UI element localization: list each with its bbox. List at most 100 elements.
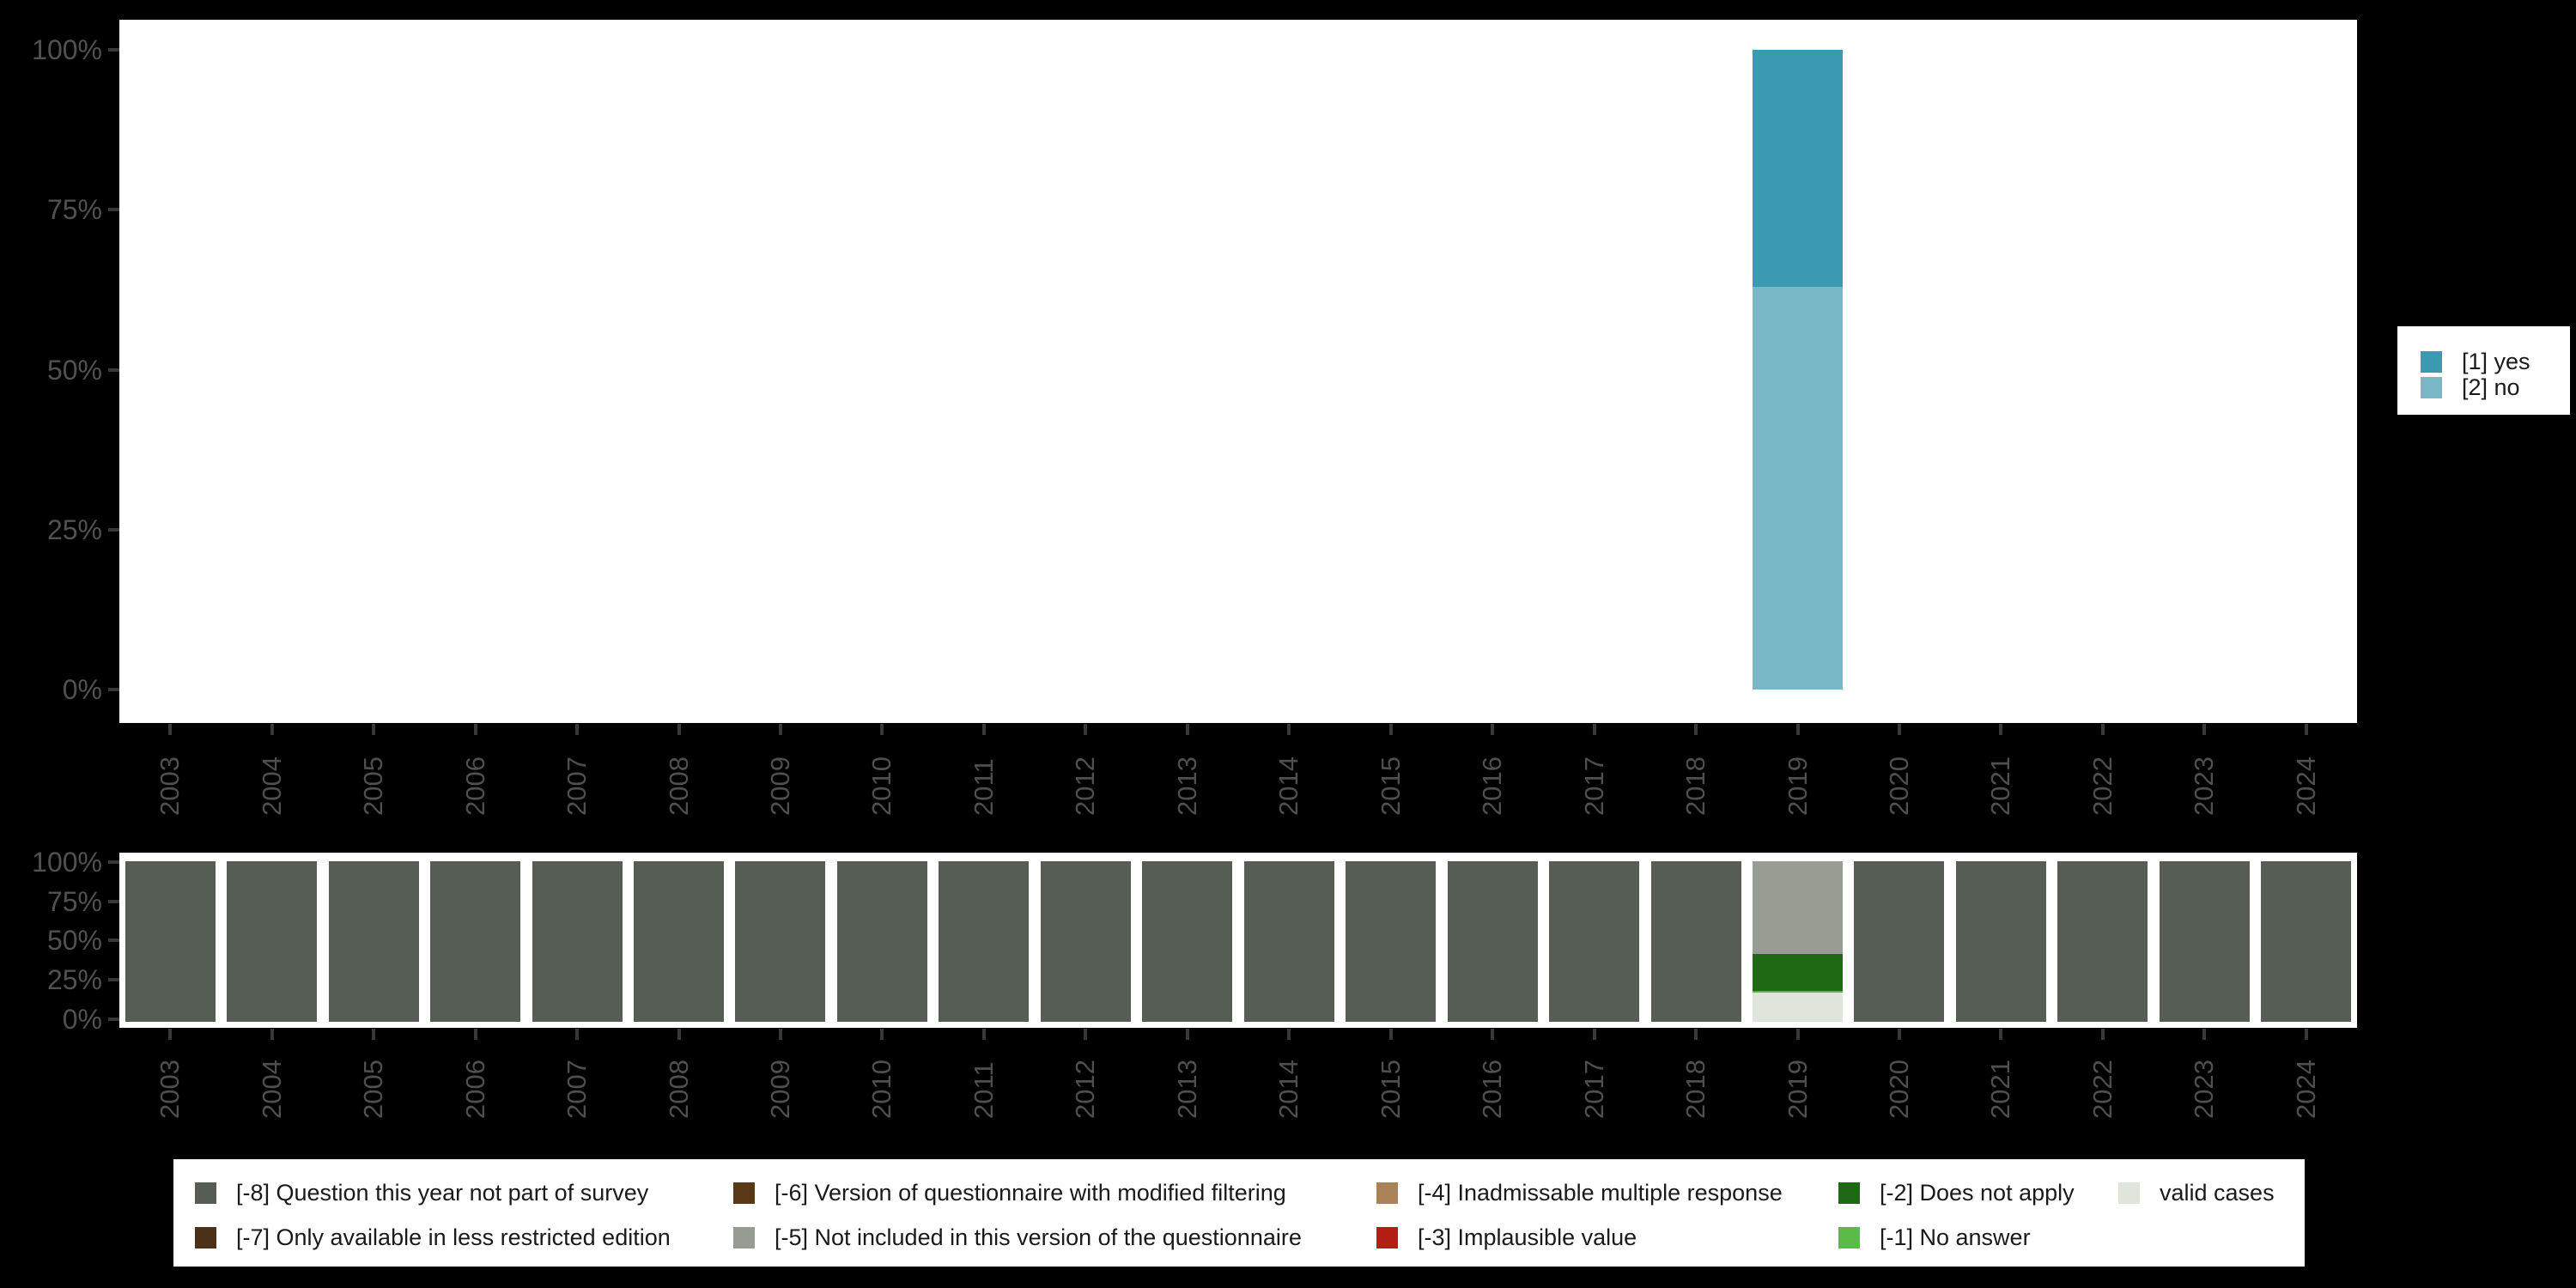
legend-label: [-4] Inadmissable multiple response <box>1418 1180 1783 1206</box>
x-axis-year-label: 2020 <box>1883 756 1914 816</box>
legend-label: [-2] Does not apply <box>1880 1180 2075 1206</box>
legend-item: [-2] Does not apply <box>1838 1181 2075 1206</box>
x-axis-tick <box>1287 724 1291 735</box>
x-axis-year-label: 2020 <box>1883 1060 1914 1119</box>
legend-swatch <box>1838 1227 1860 1249</box>
x-axis-year-label: 2009 <box>764 1060 795 1119</box>
legend-label: [-3] Implausible value <box>1418 1224 1637 1250</box>
x-axis-year-label: 2013 <box>1171 1060 1202 1119</box>
x-axis-tick <box>1185 724 1189 735</box>
x-axis-year-label: 2013 <box>1171 756 1202 816</box>
x-axis-year-label: 2016 <box>1477 756 1508 816</box>
y-axis-tick-label: 0% <box>62 1004 102 1035</box>
legend-item: [-5] Not included in this version of the… <box>733 1225 1302 1250</box>
x-axis-year-label: 2012 <box>1070 1060 1101 1119</box>
bar-segment <box>430 861 521 1022</box>
legend-item: [-7] Only available in less restricted e… <box>195 1225 671 1250</box>
x-axis-year-label: 2003 <box>155 1060 185 1119</box>
y-axis-tick <box>108 860 119 864</box>
legend-label: [-6] Version of questionnaire with modif… <box>775 1180 1286 1206</box>
x-axis-year-label: 2021 <box>1985 756 2016 816</box>
y-axis-tick-label: 100% <box>32 847 102 878</box>
x-axis-tick <box>1491 1029 1495 1040</box>
legend-swatch <box>195 1182 216 1204</box>
x-axis-tick <box>1084 724 1088 735</box>
bar-segment <box>1753 954 1843 991</box>
distribution-legend: [1] yes [2] no <box>2397 326 2570 415</box>
legend-swatch <box>2421 351 2442 373</box>
x-axis-tick <box>1897 1029 1901 1040</box>
x-axis-tick <box>677 724 681 735</box>
x-axis-year-label: 2003 <box>155 756 185 816</box>
x-axis-tick <box>880 1029 884 1040</box>
bar-segment <box>1753 50 1843 287</box>
x-axis-year-label: 2005 <box>358 1060 389 1119</box>
x-axis-tick <box>1999 724 2003 735</box>
bar-segment <box>1955 861 2046 1022</box>
legend-item: [-1] No answer <box>1838 1225 2031 1250</box>
x-axis-tick <box>575 724 580 735</box>
x-axis-year-label: 2024 <box>2290 756 2321 816</box>
x-axis-year-label: 2014 <box>1273 1060 1304 1119</box>
x-axis-year-label: 2011 <box>968 758 999 816</box>
legend-item: [2] no <box>2421 375 2520 400</box>
bar-segment <box>735 861 826 1022</box>
x-axis-year-label: 2010 <box>866 1060 897 1119</box>
x-axis-year-label: 2007 <box>562 756 592 816</box>
x-axis-year-label: 2023 <box>2189 756 2220 816</box>
y-axis-tick <box>108 1018 119 1021</box>
legend-label: valid cases <box>2160 1180 2275 1206</box>
x-axis-year-label: 2008 <box>663 1060 694 1119</box>
x-axis-year-label: 2021 <box>1985 1060 2016 1119</box>
x-axis-tick <box>778 1029 782 1040</box>
x-axis-year-label: 2024 <box>2290 1060 2321 1119</box>
bar-segment <box>634 861 724 1022</box>
bar-segment <box>532 861 623 1022</box>
y-axis-tick <box>108 528 119 532</box>
x-axis-year-label: 2006 <box>459 1060 490 1119</box>
x-axis-year-label: 2010 <box>866 756 897 816</box>
x-axis-year-label: 2006 <box>459 756 490 816</box>
legend-label: [-5] Not included in this version of the… <box>775 1224 1302 1250</box>
bar-segment <box>227 861 318 1022</box>
legend-item: [1] yes <box>2421 349 2530 374</box>
x-axis-tick <box>575 1029 580 1040</box>
x-axis-tick <box>372 1029 376 1040</box>
legend-item: [-8] Question this year not part of surv… <box>195 1181 648 1206</box>
x-axis-year-label: 2007 <box>562 1060 592 1119</box>
y-axis-tick-label: 100% <box>32 34 102 65</box>
x-axis-tick <box>1795 724 1800 735</box>
x-axis-year-label: 2015 <box>1375 1060 1406 1119</box>
x-axis-year-label: 2004 <box>256 756 287 816</box>
y-axis-tick-label: 0% <box>62 674 102 705</box>
x-axis-tick <box>372 724 376 735</box>
x-axis-year-label: 2019 <box>1782 756 1813 816</box>
y-axis-tick-label: 50% <box>46 355 102 386</box>
x-axis-tick <box>1694 1029 1698 1040</box>
legend-swatch <box>2421 377 2442 398</box>
bar-segment <box>836 861 927 1022</box>
x-axis-tick <box>2100 724 2105 735</box>
legend-swatch <box>2118 1182 2140 1204</box>
bar-segment <box>1447 861 1538 1022</box>
x-axis-tick <box>1592 1029 1596 1040</box>
x-axis-tick <box>473 724 477 735</box>
legend-swatch <box>733 1227 755 1249</box>
legend-swatch <box>1838 1182 1860 1204</box>
x-axis-year-label: 2022 <box>2087 1060 2117 1119</box>
x-axis-year-label: 2012 <box>1070 756 1101 816</box>
x-axis-year-label: 2022 <box>2087 756 2117 816</box>
x-axis-year-label: 2018 <box>1680 756 1711 816</box>
x-axis-tick <box>1287 1029 1291 1040</box>
x-axis-tick <box>1694 724 1698 735</box>
y-axis-tick-label: 25% <box>46 964 102 995</box>
bar-segment <box>1854 861 1945 1022</box>
legend-label: [2] no <box>2462 374 2520 400</box>
x-axis-tick <box>270 1029 274 1040</box>
bar-segment <box>1753 286 1843 690</box>
x-axis-year-label: 2004 <box>256 1060 287 1119</box>
bar-segment <box>2057 861 2148 1022</box>
legend-label: [1] yes <box>2462 349 2530 374</box>
x-axis-tick <box>1185 1029 1189 1040</box>
x-axis-tick <box>168 724 173 735</box>
